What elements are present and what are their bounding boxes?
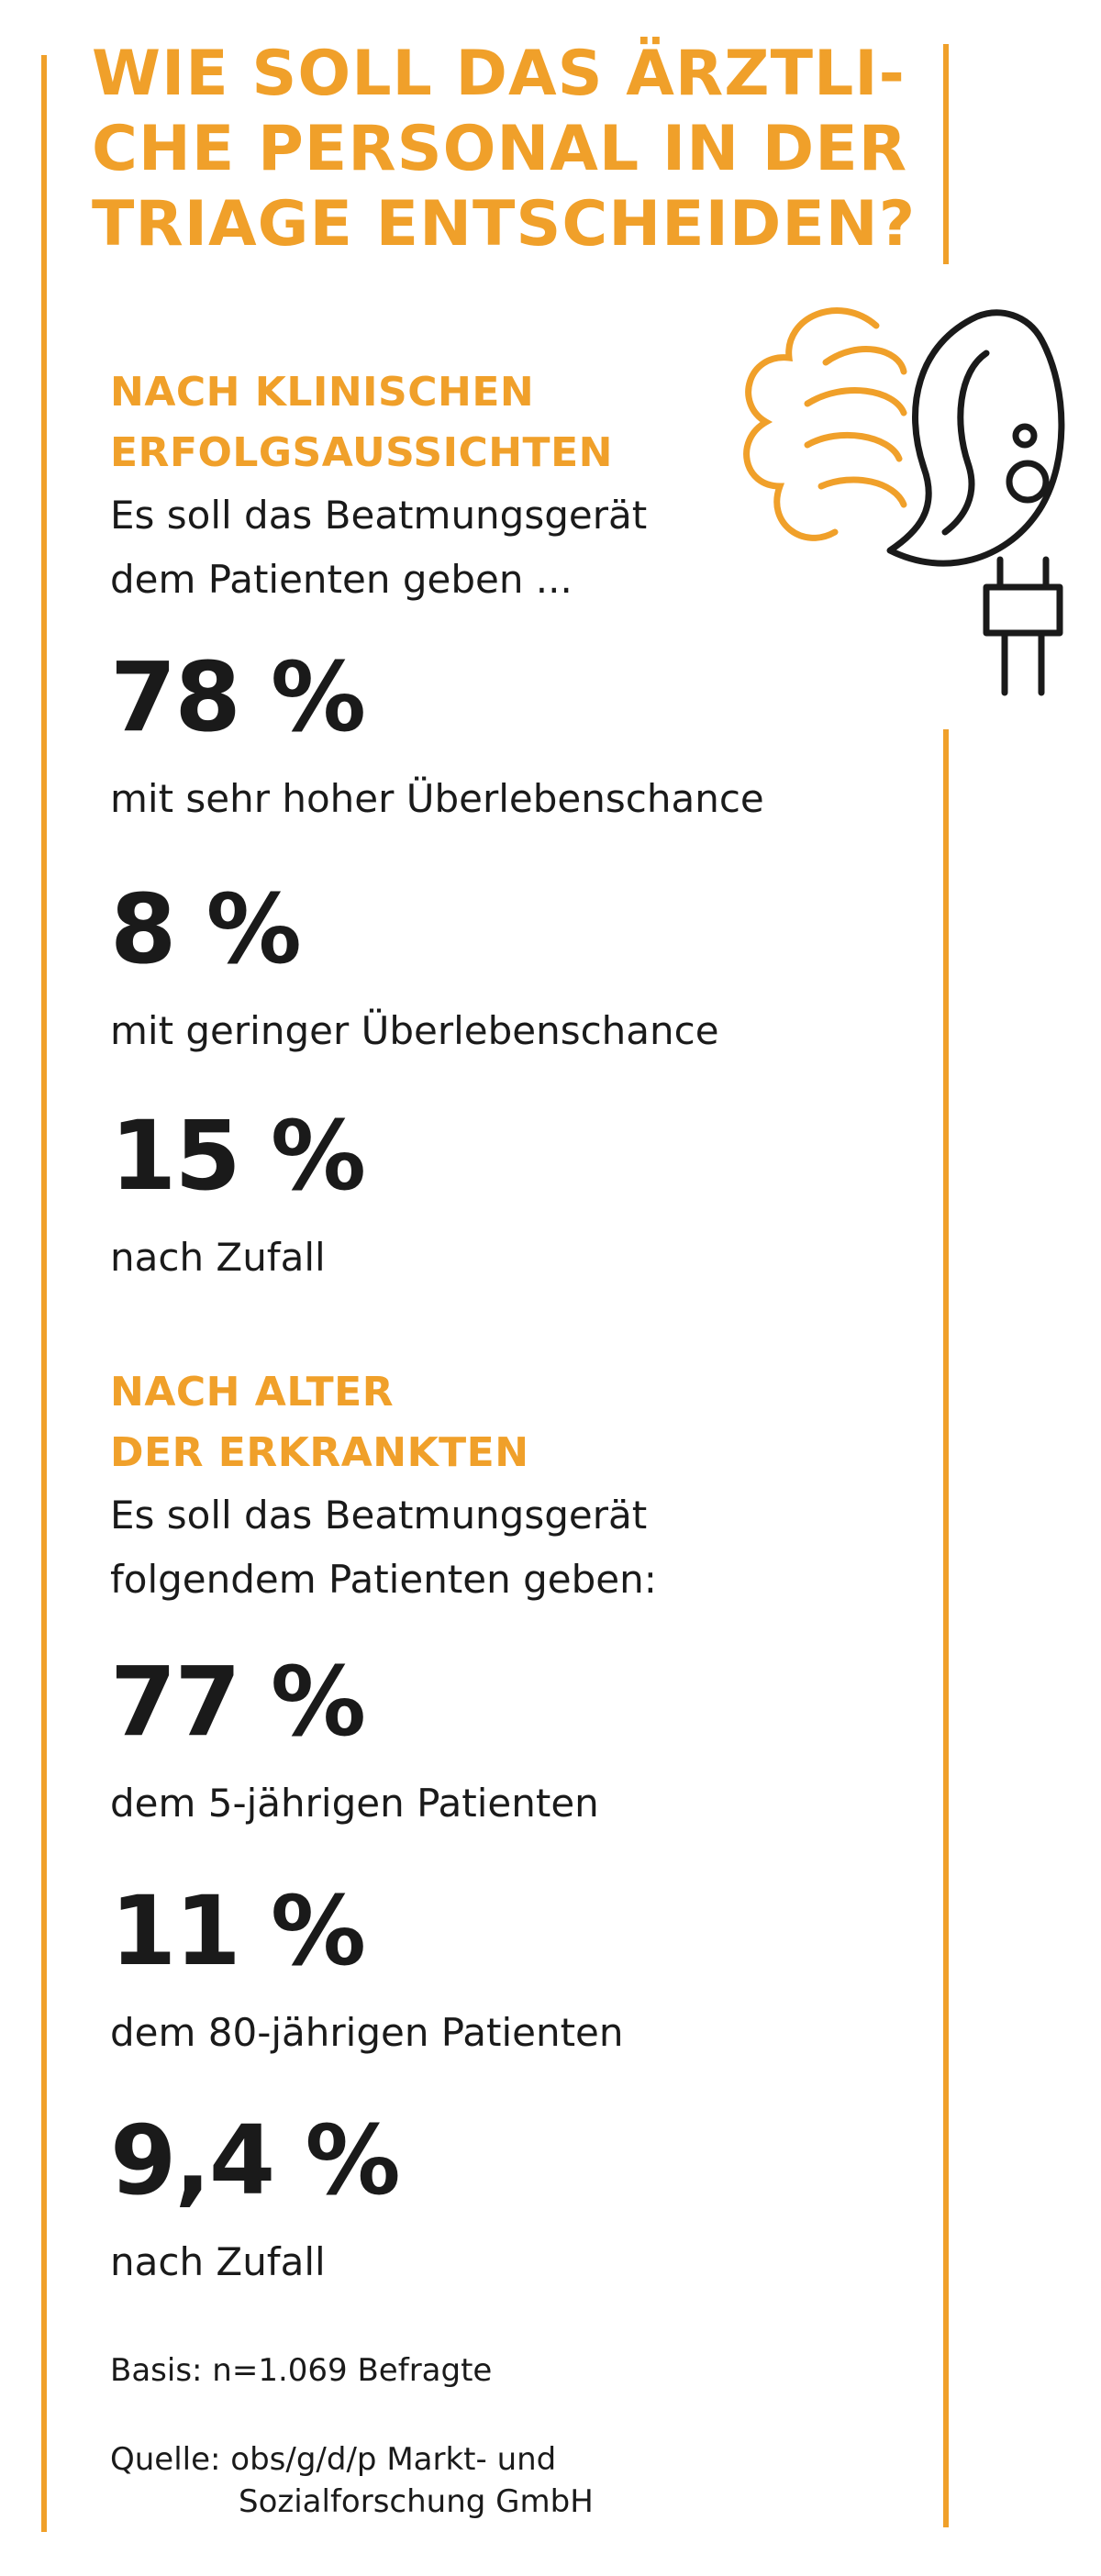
title-line-3: TRIAGE ENTSCHEIDEN? — [92, 188, 917, 261]
stat-item: 77 % dem 5-jährigen Patienten — [110, 1651, 899, 1829]
section-intro: Es soll das Beatmungsgerät dem Patienten… — [110, 483, 899, 612]
stat-label: mit sehr hoher Überlebenschance — [110, 776, 764, 821]
stat-item: 15 % nach Zufall — [110, 1105, 899, 1283]
source-note: Quelle: obs/g/d/p Markt- und Sozialforsc… — [110, 2438, 899, 2523]
section-clinical: NACH KLINISCHEN ERFOLGSAUSSICHTEN Es sol… — [110, 362, 899, 612]
intro-line: Es soll das Beatmungsgerät — [110, 493, 648, 538]
stat-value: 77 % — [110, 1646, 366, 1758]
source-line: Quelle: obs/g/d/p Markt- und — [110, 2441, 557, 2478]
section-intro: Es soll das Beatmungsgerät folgendem Pat… — [110, 1483, 899, 1612]
stat-label: dem 5-jährigen Patienten — [110, 1781, 599, 1826]
section-title: NACH KLINISCHEN ERFOLGSAUSSICHTEN — [110, 362, 899, 483]
stat-value: 15 % — [110, 1100, 366, 1212]
ventilator-plug-with-air-icon — [743, 307, 1065, 696]
section-age: NACH ALTER DER ERKRANKTEN Es soll das Be… — [110, 1362, 899, 1612]
right-accent-rule-top — [943, 44, 949, 264]
title-line-1: WIE SOLL DAS ÄRZTLI- — [92, 38, 906, 110]
stat-item: 8 % mit geringer Überlebenschance — [110, 879, 899, 1057]
stat-item: 9,4 % nach Zufall — [110, 2110, 899, 2288]
section-title-line: NACH ALTER — [110, 1369, 395, 1416]
stat-label: dem 80-jährigen Patienten — [110, 2010, 624, 2055]
section-title: NACH ALTER DER ERKRANKTEN — [110, 1362, 899, 1483]
source-line: Sozialforschung GmbH — [239, 2483, 594, 2520]
stat-item: 78 % mit sehr hoher Überlebenschance — [110, 647, 899, 825]
intro-line: dem Patienten geben ... — [110, 557, 573, 602]
intro-line: Es soll das Beatmungsgerät — [110, 1493, 648, 1538]
intro-line: folgendem Patienten geben: — [110, 1557, 657, 1602]
basis-note: Basis: n=1.069 Befragte — [110, 2352, 493, 2389]
section-title-line: NACH KLINISCHEN — [110, 369, 535, 416]
page-title: WIE SOLL DAS ÄRZTLI- CHE PERSONAL IN DER… — [92, 37, 936, 262]
title-line-2: CHE PERSONAL IN DER — [92, 113, 908, 185]
stat-label: nach Zufall — [110, 1235, 326, 1280]
right-accent-rule-bottom — [943, 729, 949, 2527]
stat-value: 11 % — [110, 1875, 366, 1987]
stat-label: mit geringer Überlebenschance — [110, 1008, 719, 1053]
left-accent-rule — [41, 55, 47, 2532]
stat-item: 11 % dem 80-jährigen Patienten — [110, 1881, 899, 2059]
stat-value: 78 % — [110, 641, 366, 753]
section-title-line: ERFOLGSAUSSICHTEN — [110, 429, 613, 476]
section-title-line: DER ERKRANKTEN — [110, 1429, 529, 1476]
stat-value: 8 % — [110, 873, 302, 985]
stat-value: 9,4 % — [110, 2104, 401, 2216]
stat-label: nach Zufall — [110, 2239, 326, 2284]
